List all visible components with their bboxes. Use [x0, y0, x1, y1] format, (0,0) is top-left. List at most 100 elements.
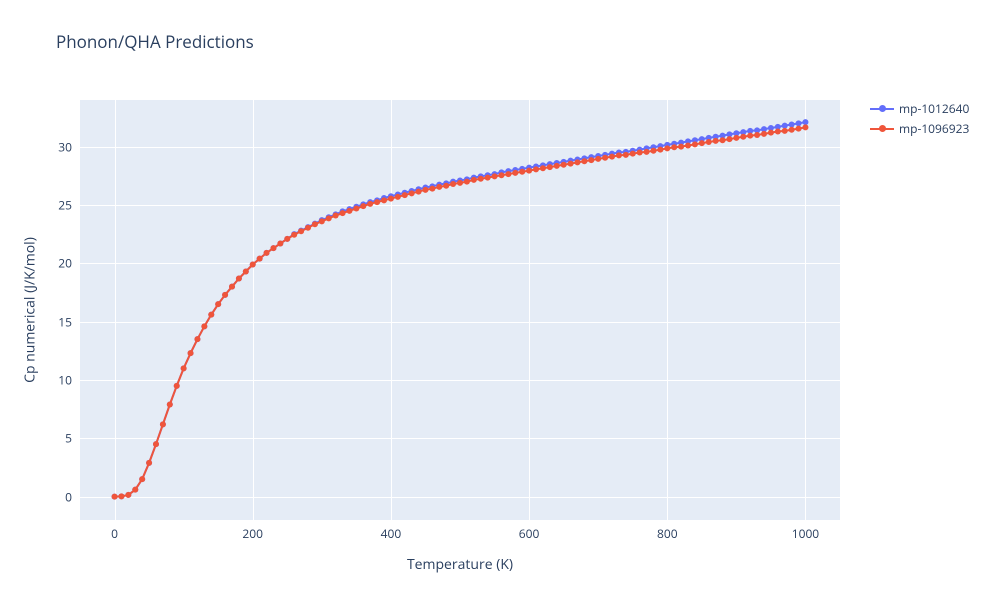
series-marker[interactable]: [146, 460, 152, 466]
series-marker[interactable]: [706, 139, 712, 145]
series-marker[interactable]: [519, 169, 525, 175]
series-marker[interactable]: [616, 152, 622, 158]
series-marker[interactable]: [699, 140, 705, 146]
series-marker[interactable]: [595, 156, 601, 162]
legend-item[interactable]: mp-1012640: [870, 100, 969, 117]
series-marker[interactable]: [333, 213, 339, 219]
series-marker[interactable]: [485, 175, 491, 181]
series-marker[interactable]: [644, 149, 650, 155]
series-marker[interactable]: [685, 143, 691, 149]
series-marker[interactable]: [319, 218, 325, 224]
series-marker[interactable]: [208, 312, 214, 318]
series-marker[interactable]: [360, 203, 366, 209]
series-marker[interactable]: [782, 128, 788, 134]
series-marker[interactable]: [160, 421, 166, 427]
series-marker[interactable]: [374, 199, 380, 205]
series-marker[interactable]: [664, 145, 670, 151]
series-marker[interactable]: [561, 162, 567, 168]
series-marker[interactable]: [194, 336, 200, 342]
series-marker[interactable]: [768, 130, 774, 136]
series-marker[interactable]: [726, 136, 732, 142]
series-marker[interactable]: [692, 141, 698, 147]
series-marker[interactable]: [657, 147, 663, 153]
series-marker[interactable]: [782, 123, 788, 129]
series-marker[interactable]: [802, 124, 808, 130]
series-marker[interactable]: [796, 126, 802, 132]
series-marker[interactable]: [277, 241, 283, 247]
series-marker[interactable]: [422, 187, 428, 193]
series-marker[interactable]: [346, 208, 352, 214]
series-marker[interactable]: [609, 154, 615, 160]
series-marker[interactable]: [222, 292, 228, 298]
series-marker[interactable]: [533, 166, 539, 172]
series-marker[interactable]: [464, 179, 470, 185]
series-marker[interactable]: [381, 197, 387, 203]
series-marker[interactable]: [492, 173, 498, 179]
series-marker[interactable]: [478, 176, 484, 182]
series-marker[interactable]: [457, 180, 463, 186]
series-marker[interactable]: [450, 181, 456, 187]
series-marker[interactable]: [291, 232, 297, 238]
series-marker[interactable]: [713, 138, 719, 144]
series-marker[interactable]: [236, 276, 242, 282]
series-marker[interactable]: [125, 492, 131, 498]
series-marker[interactable]: [720, 137, 726, 143]
series-marker[interactable]: [229, 284, 235, 290]
series-marker[interactable]: [409, 190, 415, 196]
series-marker[interactable]: [312, 221, 318, 227]
series-marker[interactable]: [340, 210, 346, 216]
series-marker[interactable]: [188, 350, 194, 356]
series-marker[interactable]: [181, 365, 187, 371]
series-marker[interactable]: [326, 215, 332, 221]
series-marker[interactable]: [554, 163, 560, 169]
series-marker[interactable]: [367, 201, 373, 207]
series-marker[interactable]: [305, 225, 311, 231]
series-marker[interactable]: [789, 127, 795, 133]
series-marker[interactable]: [512, 170, 518, 176]
series-marker[interactable]: [775, 129, 781, 135]
series-marker[interactable]: [650, 148, 656, 154]
series-marker[interactable]: [547, 164, 553, 170]
series-marker[interactable]: [471, 177, 477, 183]
series-marker[interactable]: [167, 402, 173, 408]
series-marker[interactable]: [112, 494, 118, 500]
series-marker[interactable]: [429, 186, 435, 192]
series-marker[interactable]: [498, 172, 504, 178]
series-marker[interactable]: [395, 194, 401, 200]
series-marker[interactable]: [139, 476, 145, 482]
series-marker[interactable]: [733, 135, 739, 141]
series-marker[interactable]: [402, 192, 408, 198]
series-marker[interactable]: [678, 144, 684, 150]
series-marker[interactable]: [789, 122, 795, 128]
series-marker[interactable]: [243, 269, 249, 275]
series-marker[interactable]: [671, 144, 677, 150]
series-marker[interactable]: [802, 119, 808, 125]
series-marker[interactable]: [270, 245, 276, 251]
series-marker[interactable]: [588, 157, 594, 163]
series-marker[interactable]: [264, 250, 270, 256]
series-marker[interactable]: [796, 120, 802, 126]
series-marker[interactable]: [761, 131, 767, 137]
series-marker[interactable]: [740, 134, 746, 140]
series-marker[interactable]: [284, 236, 290, 242]
plot-area[interactable]: [80, 100, 840, 520]
series-marker[interactable]: [132, 487, 138, 493]
series-marker[interactable]: [505, 171, 511, 177]
series-marker[interactable]: [436, 184, 442, 190]
series-marker[interactable]: [526, 168, 532, 174]
series-marker[interactable]: [388, 196, 394, 202]
series-marker[interactable]: [637, 150, 643, 156]
series-marker[interactable]: [754, 132, 760, 138]
series-marker[interactable]: [174, 383, 180, 389]
series-marker[interactable]: [568, 161, 574, 167]
series-marker[interactable]: [540, 165, 546, 171]
series-marker[interactable]: [215, 301, 221, 307]
series-marker[interactable]: [257, 256, 263, 262]
series-marker[interactable]: [353, 206, 359, 212]
series-marker[interactable]: [630, 151, 636, 157]
series-marker[interactable]: [118, 493, 124, 499]
series-marker[interactable]: [574, 159, 580, 165]
series-marker[interactable]: [298, 228, 304, 234]
series-marker[interactable]: [623, 152, 629, 158]
series-marker[interactable]: [416, 189, 422, 195]
